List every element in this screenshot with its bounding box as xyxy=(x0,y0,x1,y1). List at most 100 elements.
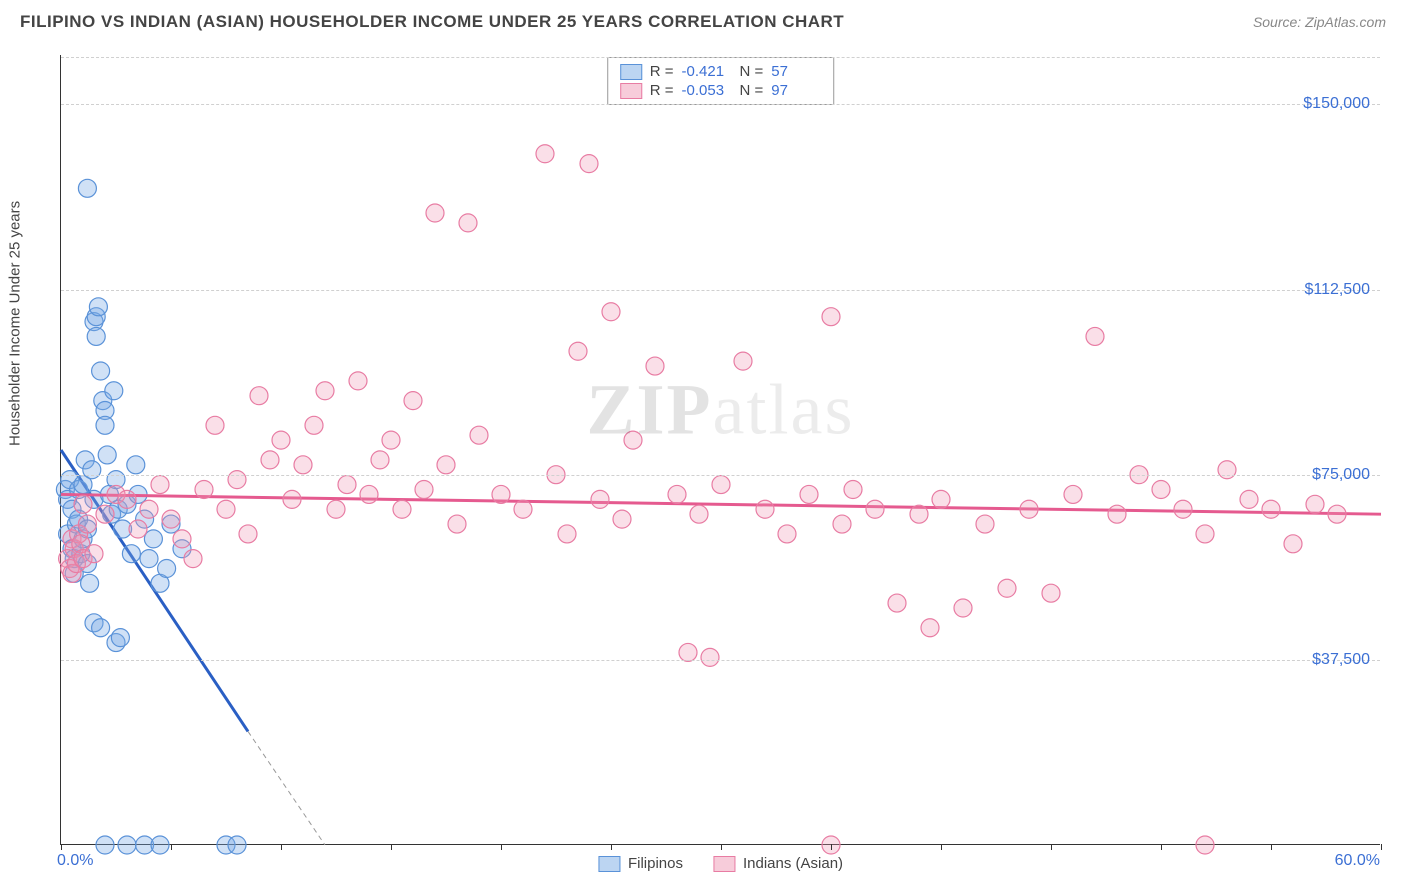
data-point xyxy=(1064,485,1082,503)
data-point xyxy=(393,500,411,518)
data-point xyxy=(404,392,422,410)
data-point xyxy=(162,510,180,528)
data-point xyxy=(283,490,301,508)
y-axis-title: Householder Income Under 25 years xyxy=(7,201,24,446)
data-point xyxy=(96,416,114,434)
legend-swatch xyxy=(620,83,642,99)
data-point xyxy=(1108,505,1126,523)
data-point xyxy=(184,550,202,568)
data-point xyxy=(976,515,994,533)
data-point xyxy=(81,574,99,592)
data-point xyxy=(250,387,268,405)
data-point xyxy=(833,515,851,533)
data-point xyxy=(173,530,191,548)
data-point xyxy=(910,505,928,523)
data-point xyxy=(122,545,140,563)
data-point xyxy=(140,550,158,568)
data-point xyxy=(734,352,752,370)
legend-swatch xyxy=(598,856,620,872)
series-legend-item: Filipinos xyxy=(598,855,683,872)
data-point xyxy=(668,485,686,503)
data-point xyxy=(778,525,796,543)
data-point xyxy=(217,500,235,518)
data-point xyxy=(140,500,158,518)
y-tick-label: $112,500 xyxy=(1304,281,1370,299)
data-point xyxy=(206,416,224,434)
series-legend-item: Indians (Asian) xyxy=(713,855,843,872)
gridline xyxy=(61,104,1380,105)
data-point xyxy=(316,382,334,400)
data-point xyxy=(78,515,96,533)
data-point xyxy=(83,461,101,479)
data-point xyxy=(679,643,697,661)
data-point xyxy=(118,836,136,854)
data-point xyxy=(646,357,664,375)
x-axis-end-label: 60.0% xyxy=(1335,852,1380,870)
trend-line-extrapolated xyxy=(248,731,325,845)
r-value: -0.053 xyxy=(682,82,732,99)
data-point xyxy=(459,214,477,232)
series-name: Filipinos xyxy=(628,855,683,872)
data-point xyxy=(998,579,1016,597)
data-point xyxy=(92,619,110,637)
x-tick xyxy=(1161,844,1162,850)
data-point xyxy=(305,416,323,434)
data-point xyxy=(800,485,818,503)
data-point xyxy=(98,446,116,464)
x-tick xyxy=(941,844,942,850)
x-tick xyxy=(171,844,172,850)
legend-swatch xyxy=(620,64,642,80)
data-point xyxy=(1042,584,1060,602)
data-point xyxy=(272,431,290,449)
data-point xyxy=(158,560,176,578)
data-point xyxy=(492,485,510,503)
y-tick-label: $37,500 xyxy=(1312,651,1370,669)
data-point xyxy=(195,481,213,499)
data-point xyxy=(602,303,620,321)
n-label: N = xyxy=(740,82,764,99)
data-point xyxy=(1306,495,1324,513)
stats-legend-row: R =-0.421N =57 xyxy=(620,62,822,81)
data-point xyxy=(228,471,246,489)
data-point xyxy=(78,179,96,197)
data-point xyxy=(111,629,129,647)
data-point xyxy=(105,382,123,400)
data-point xyxy=(89,298,107,316)
data-point xyxy=(228,836,246,854)
series-name: Indians (Asian) xyxy=(743,855,843,872)
data-point xyxy=(85,545,103,563)
data-point xyxy=(349,372,367,390)
data-point xyxy=(844,481,862,499)
data-point xyxy=(591,490,609,508)
r-label: R = xyxy=(650,82,674,99)
y-tick-label: $150,000 xyxy=(1303,95,1370,113)
data-point xyxy=(96,836,114,854)
data-point xyxy=(536,145,554,163)
data-point xyxy=(1152,481,1170,499)
data-point xyxy=(144,530,162,548)
data-point xyxy=(712,476,730,494)
data-point xyxy=(558,525,576,543)
n-value: 57 xyxy=(771,63,821,80)
gridline xyxy=(61,660,1380,661)
scatter-svg xyxy=(61,55,1380,844)
x-tick xyxy=(611,844,612,850)
data-point xyxy=(1174,500,1192,518)
stats-legend-row: R = -0.053 N = 97 xyxy=(620,81,822,100)
data-point xyxy=(371,451,389,469)
data-point xyxy=(954,599,972,617)
data-point xyxy=(1262,500,1280,518)
data-point xyxy=(866,500,884,518)
data-point xyxy=(129,520,147,538)
gridline xyxy=(61,57,1380,58)
data-point xyxy=(580,155,598,173)
n-label: N = xyxy=(740,63,764,80)
stats-legend: R = -0.421 N = 57R = -0.053 N = 97 xyxy=(607,57,835,105)
x-tick xyxy=(61,844,62,850)
n-value: 97 xyxy=(771,82,821,99)
data-point xyxy=(360,485,378,503)
r-value: -0.421 xyxy=(682,63,732,80)
data-point xyxy=(701,648,719,666)
data-point xyxy=(756,500,774,518)
data-point xyxy=(1328,505,1346,523)
